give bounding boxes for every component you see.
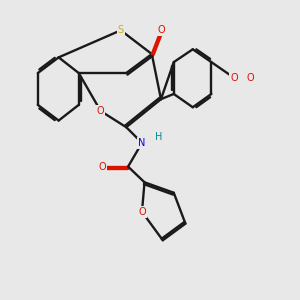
Text: H: H	[155, 132, 163, 142]
Text: O: O	[157, 25, 165, 35]
Text: O: O	[138, 207, 146, 217]
Text: N: N	[138, 138, 146, 148]
Text: S: S	[118, 25, 124, 35]
Text: O: O	[99, 162, 106, 172]
Text: O: O	[247, 73, 254, 83]
Text: O: O	[230, 73, 238, 83]
Text: O: O	[97, 106, 104, 116]
